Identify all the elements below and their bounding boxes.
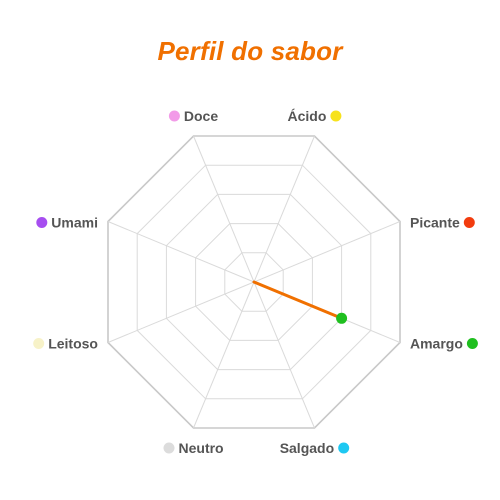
axis-label-text: Ácido [288,108,327,124]
axis-label-text: Leitoso [48,336,98,352]
legend-dot-leitoso [33,338,45,349]
radar-series [252,280,348,324]
grid-spoke-0 [193,135,255,283]
axis-label-text: Salgado [280,440,334,456]
grid-spoke-5 [193,281,255,429]
grid-spoke-2 [253,221,401,283]
legend-dot-doce [168,110,180,122]
axis-label-text: Amargo [410,336,463,352]
grid-spoke-4 [253,281,315,429]
legend-dot-picante [463,217,475,228]
axis-label-doce: Doce [168,108,218,124]
axis-label-umami: Umami [36,215,98,231]
grid-spoke-7 [107,221,255,283]
axis-label-picante: Picante [410,215,475,231]
axis-label-ácido: Ácido [288,108,342,124]
axis-labels: Doce Ácido Picante Amargo Salgado Neutro Leito… [33,108,478,456]
axis-label-text: Umami [51,215,98,231]
legend-dot-amargo [466,338,478,349]
axis-label-amargo: Amargo [410,336,478,352]
legend-dot-neutro [163,442,175,454]
grid-spoke-6 [107,281,255,343]
grid-spoke-1 [253,135,315,283]
data-point-3 [336,312,348,324]
axis-label-text: Picante [410,215,460,231]
legend-dot-salgado [338,442,350,454]
axis-label-text: Doce [184,108,218,124]
axis-label-neutro: Neutro [163,440,224,456]
axis-label-leitoso: Leitoso [33,336,98,352]
axis-label-salgado: Salgado [280,440,350,456]
legend-dot-ácido [330,110,342,122]
chart-title: Perfil do sabor [157,36,343,66]
legend-dot-umami [36,217,48,228]
axis-label-text: Neutro [179,440,224,456]
